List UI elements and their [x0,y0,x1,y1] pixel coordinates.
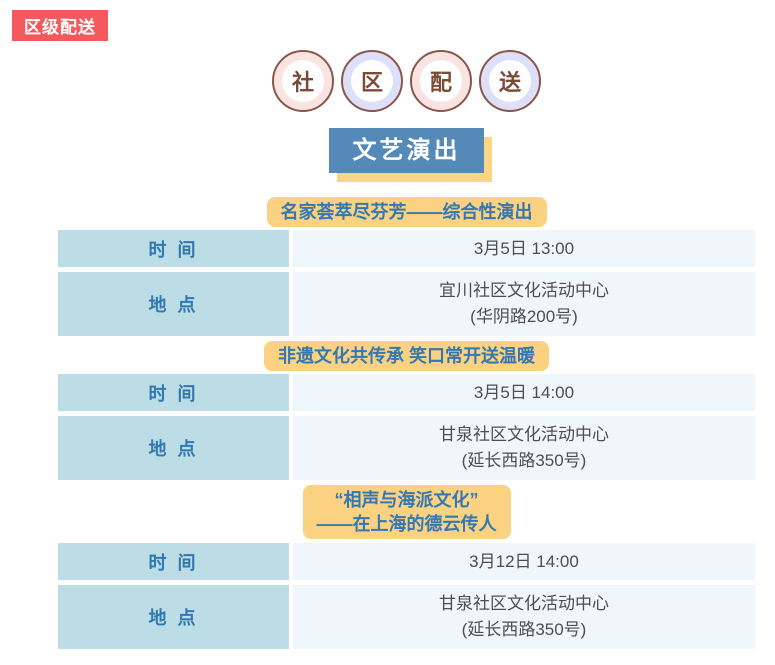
place-address: (延长西路350号) [461,451,587,470]
time-text: 3月5日 13:00 [473,238,575,258]
event-title: “相声与海派文化” ——在上海的德云传人 [302,485,511,539]
main-content: 社 区 配 送 文艺演出 名家荟萃尽芬芳——综合性演出 时 间 3月5日 13:… [58,0,755,649]
event-section-2: 非遗文化共传承 笑口常开送温暖 时 间 3月5日 14:00 地 点 甘泉社区文… [58,341,755,480]
time-value: 3月5日 14:00 [293,374,755,411]
circle-badge-label: 配 [420,60,462,102]
circle-badge-song: 送 [479,50,541,112]
place-label: 地 点 [58,585,289,649]
event-title: 名家荟萃尽芬芳——综合性演出 [266,197,547,227]
circle-badge-label: 区 [351,60,393,102]
place-value: 甘泉社区文化活动中心 (延长西路350号) [293,416,755,480]
time-value: 3月12日 14:00 [293,543,755,580]
time-label: 时 间 [58,374,289,411]
place-label: 地 点 [58,272,289,336]
region-tag: 区级配送 [12,10,108,41]
time-row: 时 间 3月5日 13:00 [58,230,755,267]
circle-badge-she: 社 [272,50,334,112]
place-row: 地 点 宜川社区文化活动中心 (华阴路200号) [58,272,755,336]
time-text: 3月5日 14:00 [473,382,575,402]
event-title: 非遗文化共传承 笑口常开送温暖 [264,341,549,371]
circle-badge-pei: 配 [410,50,472,112]
event-title-line: ——在上海的德云传人 [316,514,497,534]
time-label: 时 间 [58,230,289,267]
circle-badge-qu: 区 [341,50,403,112]
category-banner: 文艺演出 [329,128,484,173]
event-section-3: “相声与海派文化” ——在上海的德云传人 时 间 3月12日 14:00 地 点… [58,485,755,649]
event-title-line: 名家荟萃尽芬芳——综合性演出 [280,202,533,222]
time-row: 时 间 3月12日 14:00 [58,543,755,580]
place-row: 地 点 甘泉社区文化活动中心 (延长西路350号) [58,416,755,480]
place-label: 地 点 [58,416,289,480]
place-address: (华阴路200号) [470,307,578,326]
circle-badge-label: 社 [282,60,324,102]
time-label: 时 间 [58,543,289,580]
place-value: 宜川社区文化活动中心 (华阴路200号) [293,272,755,336]
time-text: 3月12日 14:00 [469,551,579,571]
event-title-line: 非遗文化共传承 笑口常开送温暖 [278,346,535,366]
circle-badge-row: 社 区 配 送 [58,0,755,112]
place-address: (延长西路350号) [461,620,587,639]
circle-badge-label: 送 [489,60,531,102]
time-row: 时 间 3月5日 14:00 [58,374,755,411]
place-name: 甘泉社区文化活动中心 [439,425,609,444]
place-value: 甘泉社区文化活动中心 (延长西路350号) [293,585,755,649]
event-title-line: “相声与海派文化” [334,490,479,510]
place-name: 宜川社区文化活动中心 [439,281,609,300]
place-row: 地 点 甘泉社区文化活动中心 (延长西路350号) [58,585,755,649]
time-value: 3月5日 13:00 [293,230,755,267]
place-name: 甘泉社区文化活动中心 [439,594,609,613]
event-section-1: 名家荟萃尽芬芳——综合性演出 时 间 3月5日 13:00 地 点 宜川社区文化… [58,197,755,336]
